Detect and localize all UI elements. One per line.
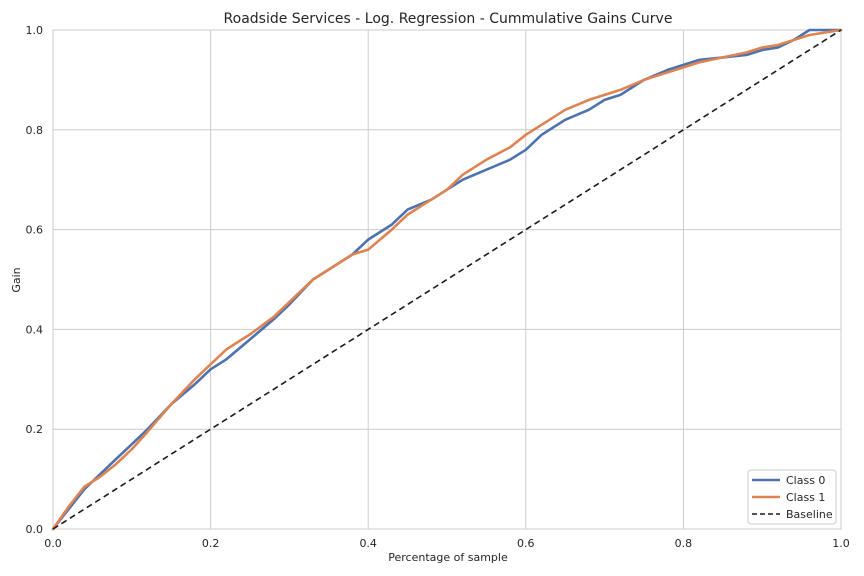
x-tick-label: 1.0 [832,537,850,550]
x-tick-label: 0.2 [202,537,220,550]
legend-label: Class 1 [786,491,825,504]
y-tick-label: 1.0 [26,24,44,37]
chart-title: Roadside Services - Log. Regression - Cu… [224,11,673,27]
y-tick-label: 0.6 [26,224,44,237]
plot-frame [52,29,842,530]
x-tick-label: 0.4 [359,537,377,550]
x-tick-label: 0.6 [517,537,535,550]
legend: Class 0 Class 1 Baseline [747,469,837,525]
legend-label: Class 0 [786,474,825,487]
y-tick-label: 0.0 [26,523,44,536]
y-tick-label: 0.8 [26,124,44,137]
legend-label: Baseline [786,508,833,521]
y-axis-label: Gain [10,267,23,292]
y-tick-label: 0.2 [26,423,44,436]
y-tick-label: 0.4 [26,323,44,336]
series-line-class-1 [51,28,843,531]
grid-layer [52,29,842,530]
legend-box [747,469,837,525]
x-axis-label: Percentage of sample [388,551,508,564]
axis-layer: 0.0 0.2 0.4 0.6 0.8 1.0 0.0 0.2 0.4 0.6 0.8 1.0 [26,24,850,550]
series-layer [51,28,843,531]
x-tick-label: 0.0 [44,537,62,550]
x-tick-label: 0.8 [675,537,693,550]
series-line-baseline [52,29,842,530]
